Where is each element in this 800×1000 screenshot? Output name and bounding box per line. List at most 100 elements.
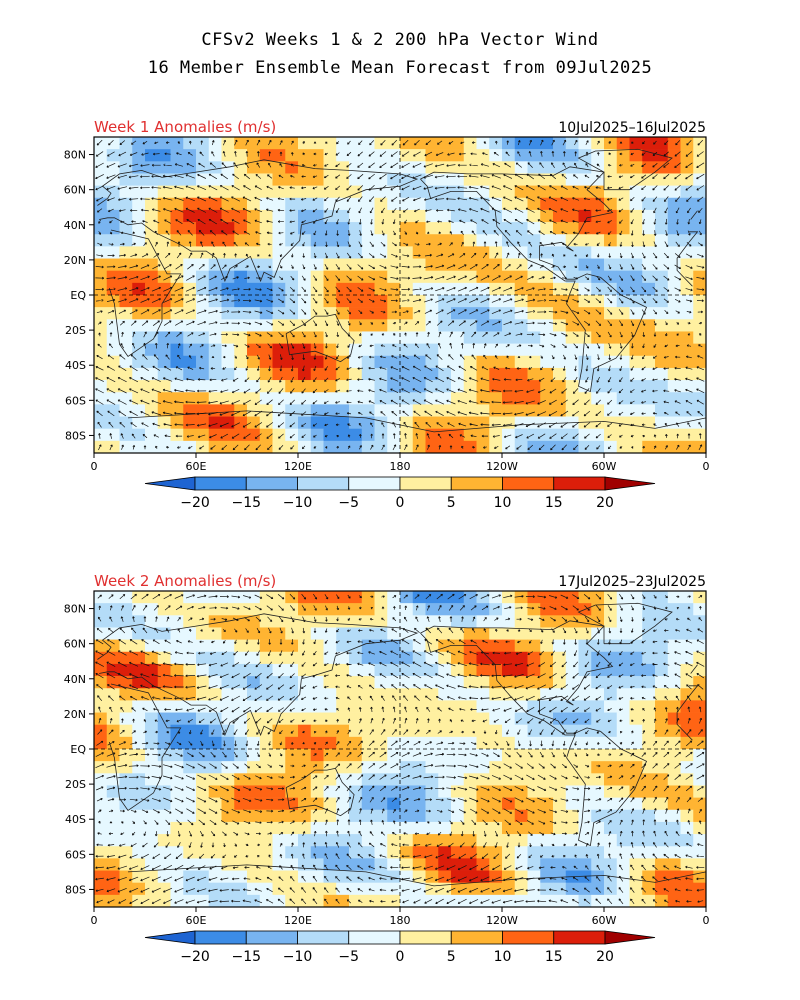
wind-vector [412,672,422,679]
anomaly-cell [629,367,643,381]
wind-vector [631,252,634,259]
anomaly-cell [119,736,133,750]
anomaly-cell [349,821,363,835]
anomaly-cell [323,149,337,162]
anomaly-cell [667,809,681,823]
wind-vector [301,388,306,394]
wind-vector [154,719,158,723]
anomaly-cell [476,712,490,725]
wind-vector [186,435,194,438]
anomaly-cell [259,846,273,859]
anomaly-cell [145,749,159,762]
wind-vector [481,366,489,371]
wind-vector [301,175,306,178]
wind-vector [528,751,533,758]
anomaly-cell [285,404,299,417]
wind-vector [630,286,635,293]
wind-vector [313,650,317,656]
wind-vector [323,662,329,666]
anomaly-cell [119,355,133,369]
anomaly-cell [119,295,133,308]
anomaly-cell [336,639,350,653]
anomaly-cell [247,688,261,701]
anomaly-cell [196,627,210,640]
wind-vector [300,696,307,700]
wind-vector [572,197,580,201]
colorbar-segment [450,476,503,491]
wind-vector [107,741,115,746]
anomaly-cell [629,246,643,259]
anomaly-cell [323,343,337,357]
anomaly-cell [540,173,554,186]
anomaly-cell [693,161,707,174]
anomaly-cell [349,404,363,417]
anomaly-cell [693,246,707,259]
anomaly-cell [145,761,159,774]
wind-vector [550,650,555,656]
wind-vector [480,685,490,689]
anomaly-cell [438,282,452,296]
wind-vector [119,627,126,634]
anomaly-cell [119,761,133,774]
wind-vector [437,730,442,734]
wind-vector [208,196,218,202]
wind-vector [189,628,192,632]
wind-vector [414,208,420,213]
wind-vector [154,331,159,338]
anomaly-cell [463,651,477,665]
anomaly-cell [336,428,350,442]
wind-vector [197,320,207,326]
wind-vector [152,422,161,427]
anomaly-cell [629,797,643,811]
wind-vector [242,310,252,314]
wind-vector [687,230,691,236]
anomaly-cell [298,785,312,798]
wind-vector [686,684,692,690]
anomaly-cell [298,712,312,725]
wind-vector [346,400,352,404]
wind-vector [95,639,104,645]
wind-vector [177,446,181,449]
wind-vector [390,661,399,667]
anomaly-cell [387,173,401,186]
anomaly-cell [629,404,643,417]
wind-vector [642,320,646,326]
wind-vector [642,719,646,723]
anomaly-cell [272,137,286,150]
anomaly-cell [463,295,477,308]
anomaly-cell [655,651,669,665]
anomaly-cell [693,651,707,665]
anomaly-cell [94,149,108,162]
wind-vector [221,718,228,724]
anomaly-cell [514,870,528,883]
wind-vector [687,433,691,439]
anomaly-cell [693,149,707,162]
anomaly-cell [298,355,312,369]
anomaly-cell [387,736,401,750]
wind-vector [619,354,623,360]
wind-vector [231,400,240,405]
wind-vector [652,640,658,644]
wind-vector [652,196,658,202]
wind-vector [663,740,669,746]
wind-vector [572,775,579,779]
wind-vector [447,741,455,745]
wind-vector [266,605,273,611]
wind-vector [175,320,184,326]
anomaly-cell [221,392,235,405]
wind-vector [313,434,317,438]
wind-vector [368,751,375,758]
wind-vector [468,196,479,201]
wind-vector [268,254,271,257]
anomaly-cell [451,894,465,908]
anomaly-cell [527,307,541,320]
wind-vector [346,389,352,393]
wind-vector [164,605,171,611]
wind-vector [151,163,161,167]
wind-vector [381,706,385,713]
wind-vector [663,685,669,689]
wind-vector [540,639,543,645]
anomaly-cell [272,380,286,393]
anomaly-cell [119,591,133,604]
anomaly-cell [642,615,656,628]
